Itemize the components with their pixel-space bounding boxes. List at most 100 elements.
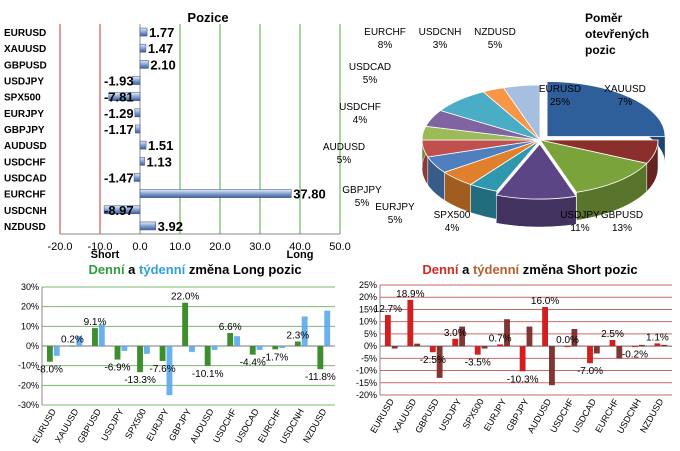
long-value-label: 0.2% <box>61 335 84 346</box>
pie-labels: EURUSD 25% XAUUSD 7% GBPUSD 13% USDJPY 11% SPX50… <box>323 27 646 234</box>
positions-bars <box>103 27 292 231</box>
pie-label-percent: 25% <box>550 97 570 108</box>
long-category-label: USDJPY <box>99 407 125 443</box>
positions-category-label: NZDUSD <box>4 222 46 233</box>
positions-bar <box>133 173 141 182</box>
long-change-chart: Denní a týdenní změna Long pozic -8.0% 0.… <box>18 262 336 445</box>
short-daily-bar <box>654 343 661 347</box>
long-y-ticks: 30% 20% 10% 0% -10% -20% -30% <box>18 282 39 410</box>
positions-gridlines <box>59 24 341 235</box>
positions-value-label: -7.81 <box>104 90 134 105</box>
long-y-tick-label: 30% <box>21 282 39 292</box>
positions-category-label: SPX500 <box>4 93 41 104</box>
short-weekly-bar <box>549 346 555 386</box>
long-y-tick-label: 10% <box>21 321 39 331</box>
long-gridlines <box>41 286 335 406</box>
pie-label-percent: 11% <box>570 223 589 234</box>
long-weekly-bar <box>256 346 263 350</box>
positions-x-tick-label: 30.0 <box>249 241 270 253</box>
positions-bar <box>134 108 141 118</box>
positions-value-label: 2.10 <box>150 57 175 72</box>
positions-category-label: GBPUSD <box>4 60 47 71</box>
long-weekly-bar <box>324 310 331 346</box>
long-value-label: -4.4% <box>240 358 266 369</box>
short-title-part-2: a <box>458 262 472 277</box>
long-bars <box>46 302 331 396</box>
long-daily-bar <box>137 346 143 373</box>
long-weekly-bar <box>279 346 286 348</box>
short-y-tick-label: 10% <box>359 317 377 327</box>
short-categories: EURUSDXAUUSDGBPUSDUSDJPYSPX500EURJPYGBPJ… <box>368 397 665 436</box>
short-value-label: 1.1% <box>646 332 669 343</box>
positions-value-label: 1.13 <box>147 154 172 169</box>
pie-label-name: USDCNH <box>419 27 462 38</box>
long-value-label: 6.6% <box>219 322 242 333</box>
long-value-label: 9.1% <box>84 317 107 328</box>
short-value-label: 2.5% <box>601 329 624 340</box>
long-daily-bar <box>159 346 166 361</box>
positions-value-labels: 1.771.472.10 -1.93-7.81-1.29-1.17 1.511.13… <box>104 25 326 234</box>
short-daily-bar <box>519 346 526 372</box>
pie-label-percent: 4% <box>445 223 460 234</box>
long-daily-bar <box>182 302 189 346</box>
short-y-tick-label: 25% <box>359 280 377 290</box>
short-y-tick-label: -15% <box>356 378 377 388</box>
long-weekly-bar <box>166 346 173 396</box>
pie-slice-eurusd <box>546 81 666 137</box>
short-category-label: USDJPY <box>437 397 463 433</box>
long-daily-bar <box>204 346 211 366</box>
short-gridlines <box>379 284 672 396</box>
short-y-tick-label: 15% <box>359 304 377 314</box>
long-y-tick-label: -30% <box>18 400 39 410</box>
short-value-label: 0.7% <box>489 333 512 344</box>
positions-category-label: XAUUSD <box>4 44 46 55</box>
short-daily-bar <box>452 338 459 347</box>
short-weekly-bar <box>616 346 623 359</box>
positions-x-tick-label: 50.0 <box>329 241 350 253</box>
long-daily-bar <box>114 346 121 360</box>
long-value-label: -8.0% <box>37 365 63 376</box>
positions-chart: Pozice EURUSDXAUUSDGBPUSDUSDJPYSPX500EUR… <box>4 10 351 261</box>
short-bars <box>384 299 668 386</box>
pie-label-percent: 5% <box>488 40 503 51</box>
positions-bar <box>139 27 148 37</box>
short-weekly-bar <box>638 344 645 347</box>
positions-bar <box>135 124 141 134</box>
pie-label-name: GBPUSD <box>601 210 643 221</box>
pie-title-line-2: otevřených <box>585 27 649 41</box>
long-value-label: -13.3% <box>124 375 156 386</box>
short-daily-bar <box>632 346 638 348</box>
pie-label-name: GBPJPY <box>342 185 382 196</box>
short-daily-bar <box>497 344 504 347</box>
positions-value-label: -1.47 <box>104 170 134 185</box>
long-value-label: -1.7% <box>262 352 288 363</box>
short-value-label: 18.9% <box>396 289 424 300</box>
pie-slice-nzdusd <box>502 84 541 142</box>
pie-label-name: EURUSD <box>539 84 581 95</box>
long-title-part-1: Denní <box>88 262 125 277</box>
short-daily-bar <box>429 346 436 353</box>
positions-category-label: USDCHF <box>4 157 46 168</box>
short-value-label: -10.3% <box>507 374 539 385</box>
long-value-labels: -8.0% 0.2%9.1% -6.9%-13.3%-7.6% 22.0% -10.1%… <box>37 292 336 386</box>
long-y-tick-label: 0% <box>26 341 39 351</box>
long-y-tick-label: 20% <box>21 302 39 312</box>
short-value-label: -0.2% <box>622 350 648 361</box>
positions-x-tick-label: -20.0 <box>47 241 72 253</box>
short-value-label: 0.0% <box>556 335 579 346</box>
long-title-part-4: změna Long pozic <box>185 262 301 277</box>
long-daily-bar <box>317 346 324 370</box>
short-y-tick-label: 20% <box>359 292 377 302</box>
long-weekly-bar <box>53 346 60 356</box>
pie-label-percent: 13% <box>612 223 632 234</box>
positions-bar <box>139 43 147 53</box>
short-value-label: -2.5% <box>420 355 446 366</box>
short-weekly-bar <box>481 346 488 349</box>
positions-category-label: GBPJPY <box>4 125 45 136</box>
short-title-part-3: týdenní <box>473 262 520 277</box>
pie-label-name: SPX500 <box>434 210 471 221</box>
short-daily-bar <box>542 307 549 347</box>
long-weekly-bar <box>301 316 308 346</box>
open-positions-pie-chart: Poměr otevřených pozic EURUSD 25% XAUUSD 7%… <box>323 11 666 234</box>
